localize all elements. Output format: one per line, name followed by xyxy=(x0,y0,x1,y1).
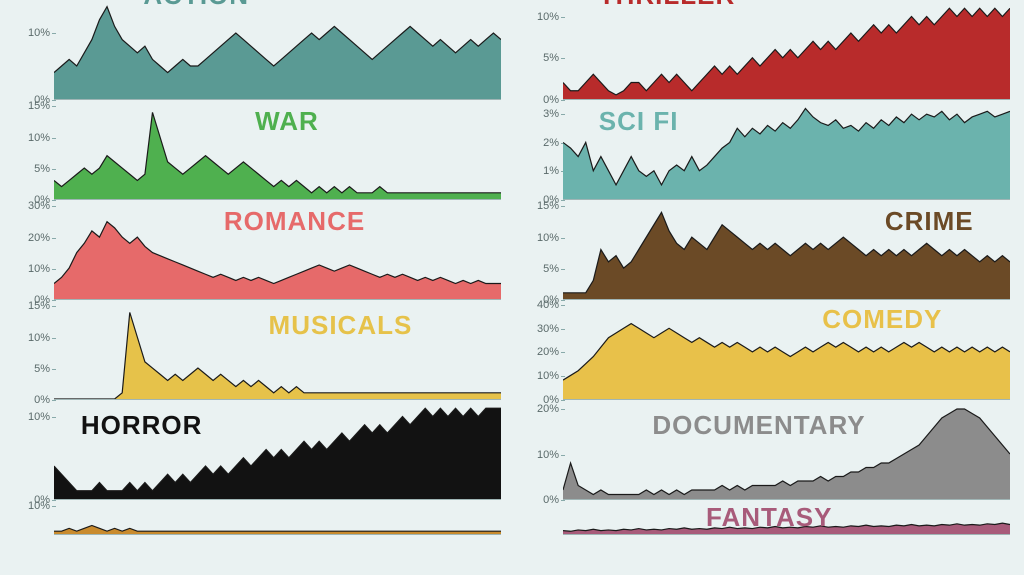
area-chart-svg xyxy=(54,200,501,299)
y-tick: 5% xyxy=(34,163,50,175)
y-axis: 0%10%20%30%40% xyxy=(523,300,563,400)
y-axis: 0%1%2%3% xyxy=(523,100,563,200)
y-tick: 10% xyxy=(28,132,50,144)
y-axis: 0%10% xyxy=(14,0,54,100)
chart-wrap: 0%1%2%3%SCI FI xyxy=(523,100,1010,200)
y-tick: 10% xyxy=(28,500,50,512)
area-stroke xyxy=(54,526,501,532)
plot-area: ROMANCE xyxy=(54,200,501,300)
plot-area xyxy=(54,500,501,535)
chart-panel-crime: 0%5%10%15%CRIME xyxy=(523,200,1010,300)
chart-wrap: 0%5%10%15%CRIME xyxy=(523,200,1010,300)
y-axis: 0%5%10% xyxy=(523,0,563,100)
plot-area: HORROR xyxy=(54,400,501,500)
y-axis: 0%5%10%15% xyxy=(523,200,563,300)
y-tick: 10% xyxy=(537,11,559,23)
area-chart-svg xyxy=(563,400,1010,499)
y-tick: 30% xyxy=(28,200,50,212)
y-tick: 15% xyxy=(28,100,50,112)
y-axis: 0%10% xyxy=(14,400,54,500)
area-fill xyxy=(54,7,501,99)
y-axis: 0%5%10%15% xyxy=(14,300,54,400)
area-chart-svg xyxy=(54,300,501,399)
plot-area: WAR xyxy=(54,100,501,200)
y-tick: 15% xyxy=(537,200,559,212)
chart-panel-horror: 0%10%HORROR xyxy=(14,400,501,500)
area-chart-svg xyxy=(563,0,1010,99)
chart-wrap: 0%10%20%30%ROMANCE xyxy=(14,200,501,300)
y-tick: 10% xyxy=(28,263,50,275)
area-chart-svg xyxy=(563,300,1010,399)
area-fill xyxy=(54,312,501,399)
y-tick: 5% xyxy=(543,52,559,64)
plot-area: ACTION xyxy=(54,0,501,100)
area-fill xyxy=(563,409,1010,499)
plot-area: DOCUMENTARY xyxy=(563,400,1010,500)
area-fill xyxy=(563,324,1010,399)
area-chart-svg xyxy=(563,500,1010,534)
area-chart-svg xyxy=(54,400,501,499)
chart-panel-fantasy: FANTASY xyxy=(523,500,1010,535)
y-tick: 10% xyxy=(28,411,50,423)
area-chart-svg xyxy=(54,100,501,199)
plot-area: COMEDY xyxy=(563,300,1010,400)
y-axis xyxy=(523,500,563,535)
y-tick: 30% xyxy=(537,323,559,335)
chart-panel-scifi: 0%1%2%3%SCI FI xyxy=(523,100,1010,200)
y-tick: 3% xyxy=(543,108,559,120)
area-chart-svg xyxy=(563,100,1010,199)
y-axis: 0%10%20% xyxy=(523,400,563,500)
y-tick: 10% xyxy=(537,370,559,382)
chart-panel-war: 0%5%10%15%WAR xyxy=(14,100,501,200)
area-chart-svg xyxy=(54,500,501,534)
chart-wrap: 0%5%10%15%WAR xyxy=(14,100,501,200)
y-tick: 20% xyxy=(28,232,50,244)
chart-panel-action: 0%10%ACTION xyxy=(14,0,501,100)
y-tick: 20% xyxy=(537,346,559,358)
area-fill xyxy=(563,108,1010,199)
y-tick: 40% xyxy=(537,299,559,311)
chart-panel-romance: 0%10%20%30%ROMANCE xyxy=(14,200,501,300)
chart-panel-comedy: 0%10%20%30%40%COMEDY xyxy=(523,300,1010,400)
area-stroke xyxy=(54,312,501,399)
area-fill xyxy=(563,212,1010,299)
plot-area: THRILLER xyxy=(563,0,1010,100)
y-tick: 5% xyxy=(543,263,559,275)
y-tick: 10% xyxy=(537,232,559,244)
chart-panel-thriller: 0%5%10%THRILLER xyxy=(523,0,1010,100)
area-fill xyxy=(54,222,501,299)
y-tick: 1% xyxy=(543,165,559,177)
y-tick: 10% xyxy=(28,27,50,39)
y-tick: 10% xyxy=(28,332,50,344)
y-tick: 10% xyxy=(537,449,559,461)
plot-area: CRIME xyxy=(563,200,1010,300)
area-fill xyxy=(54,112,501,199)
y-tick: 5% xyxy=(34,363,50,375)
y-axis: 0%10%20%30% xyxy=(14,200,54,300)
area-fill xyxy=(54,526,501,535)
plot-area: SCI FI xyxy=(563,100,1010,200)
chart-wrap: 0%5%10%15%MUSICALS xyxy=(14,300,501,400)
chart-grid: 0%10%ACTION0%5%10%THRILLER0%5%10%15%WAR0… xyxy=(0,0,1024,535)
chart-wrap: 0%10%20%30%40%COMEDY xyxy=(523,300,1010,400)
area-chart-svg xyxy=(563,200,1010,299)
chart-panel-documentary: 0%10%20%DOCUMENTARY xyxy=(523,400,1010,500)
chart-panel-unknown_left: 10% xyxy=(14,500,501,535)
chart-wrap: 10% xyxy=(14,500,501,535)
y-tick: 2% xyxy=(543,137,559,149)
y-tick: 15% xyxy=(28,300,50,312)
chart-panel-musicals: 0%5%10%15%MUSICALS xyxy=(14,300,501,400)
area-chart-svg xyxy=(54,0,501,99)
chart-wrap: FANTASY xyxy=(523,500,1010,535)
y-axis: 0%5%10%15% xyxy=(14,100,54,200)
chart-wrap: 0%10%HORROR xyxy=(14,400,501,500)
chart-wrap: 0%10%20%DOCUMENTARY xyxy=(523,400,1010,500)
chart-wrap: 0%5%10%THRILLER xyxy=(523,0,1010,100)
chart-wrap: 0%10%ACTION xyxy=(14,0,501,100)
plot-area: MUSICALS xyxy=(54,300,501,400)
plot-area: FANTASY xyxy=(563,500,1010,535)
y-tick: 20% xyxy=(537,403,559,415)
y-axis: 10% xyxy=(14,500,54,535)
